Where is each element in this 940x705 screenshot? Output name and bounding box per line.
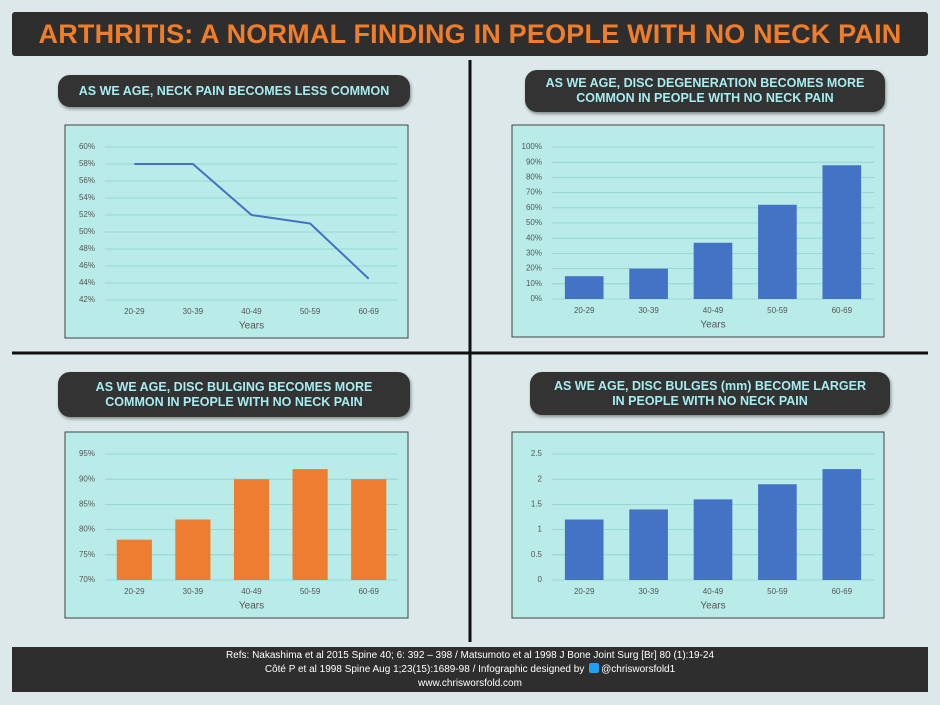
bar <box>233 479 270 580</box>
bar <box>693 242 733 299</box>
reference: Côté P et al 1998 Spine Aug 1;23(15):168… <box>264 664 585 675</box>
y-tick-label: 80% <box>526 173 542 182</box>
bar <box>822 469 862 580</box>
x-tick-label: 60-69 <box>358 307 379 316</box>
y-tick-label: 95% <box>79 449 95 458</box>
y-tick-label: 90% <box>526 157 542 166</box>
y-tick-label: 30% <box>526 249 542 258</box>
y-tick-label: 56% <box>79 176 95 185</box>
y-tick-label: 1 <box>538 525 543 534</box>
y-tick-label: 80% <box>79 525 95 534</box>
x-tick-label: 30-39 <box>183 307 204 316</box>
x-tick-label: 30-39 <box>638 306 659 315</box>
x-tick-label: 50-59 <box>300 587 321 596</box>
y-tick-label: 0% <box>530 294 542 303</box>
y-tick-label: 44% <box>79 278 95 287</box>
y-tick-label: 60% <box>79 142 95 151</box>
y-tick-label: 2.5 <box>531 449 543 458</box>
x-axis-label: Years <box>239 321 264 332</box>
x-tick-label: 30-39 <box>183 587 204 596</box>
y-tick-label: 10% <box>526 279 542 288</box>
chart-title: AS WE AGE, DISC BULGES (mm) BECOME LARGE… <box>530 372 890 415</box>
handle: @chrisworsfold1 <box>601 664 676 675</box>
x-tick-label: 50-59 <box>767 306 788 315</box>
x-axis-label: Years <box>239 601 264 612</box>
x-tick-label: 40-49 <box>241 587 262 596</box>
bar <box>116 539 152 580</box>
bar <box>564 276 604 299</box>
x-tick-label: 60-69 <box>832 306 853 315</box>
plot-background <box>511 124 885 338</box>
x-tick-label: 20-29 <box>124 307 145 316</box>
y-tick-label: 48% <box>79 244 95 253</box>
y-tick-label: 42% <box>79 295 95 304</box>
bar <box>629 509 668 580</box>
bar <box>292 469 328 580</box>
line <box>134 163 370 280</box>
x-tick-label: 40-49 <box>703 306 724 315</box>
x-tick-label: 50-59 <box>767 587 788 596</box>
website: www.chrisworsfold.com <box>418 678 522 689</box>
y-tick-label: 90% <box>79 474 95 483</box>
y-tick-label: 60% <box>526 203 542 212</box>
footer: Refs: Nakashima et al 2015 Spine 40; 6: … <box>12 647 928 692</box>
y-tick-label: 0.5 <box>531 550 543 559</box>
bar <box>758 204 797 299</box>
plot-background <box>64 124 409 339</box>
y-tick-label: 70% <box>79 575 95 584</box>
bar <box>564 519 604 580</box>
x-tick-label: 60-69 <box>358 587 379 596</box>
y-tick-label: 70% <box>526 188 542 197</box>
x-tick-label: 60-69 <box>832 587 853 596</box>
x-tick-label: 20-29 <box>574 587 595 596</box>
chart-title: AS WE AGE, DISC DEGENERATION BECOMES MOR… <box>525 70 885 112</box>
x-axis-label: Years <box>700 601 725 612</box>
bar <box>175 519 211 580</box>
bar <box>822 165 862 299</box>
y-tick-label: 40% <box>526 233 542 242</box>
header-title: ARTHRITIS: A NORMAL FINDING IN PEOPLE WI… <box>12 12 928 56</box>
y-tick-label: 46% <box>79 261 95 270</box>
y-tick-label: 1.5 <box>531 500 543 509</box>
y-tick-label: 2 <box>538 474 543 483</box>
reference: Refs: Nakashima et al 2015 Spine 40; 6: … <box>225 650 715 661</box>
y-tick-label: 58% <box>79 159 95 168</box>
x-axis-label: Years <box>700 320 725 331</box>
y-tick-label: 52% <box>79 210 95 219</box>
x-tick-label: 50-59 <box>300 307 321 316</box>
y-tick-label: 50% <box>79 227 95 236</box>
chart-title: AS WE AGE, DISC BULGING BECOMES MORE COM… <box>58 372 410 417</box>
bar <box>351 479 387 580</box>
y-tick-label: 75% <box>79 550 95 559</box>
bar <box>758 484 797 580</box>
x-tick-label: 20-29 <box>124 587 145 596</box>
y-tick-label: 54% <box>79 193 95 202</box>
x-tick-label: 40-49 <box>703 587 724 596</box>
y-tick-label: 50% <box>526 218 542 227</box>
x-tick-label: 30-39 <box>638 587 659 596</box>
bar <box>629 268 668 299</box>
chart-title: AS WE AGE, NECK PAIN BECOMES LESS COMMON <box>58 75 410 107</box>
x-tick-label: 40-49 <box>241 307 262 316</box>
x-tick-label: 20-29 <box>574 306 595 315</box>
twitter-icon <box>589 663 600 673</box>
y-tick-label: 0 <box>538 575 543 584</box>
y-tick-label: 20% <box>526 264 542 273</box>
bar <box>693 499 733 580</box>
y-tick-label: 85% <box>79 500 95 509</box>
reference: Côté P et al 1998 Spine Aug 1;23(15):168… <box>12 663 928 677</box>
y-tick-label: 100% <box>522 142 542 151</box>
